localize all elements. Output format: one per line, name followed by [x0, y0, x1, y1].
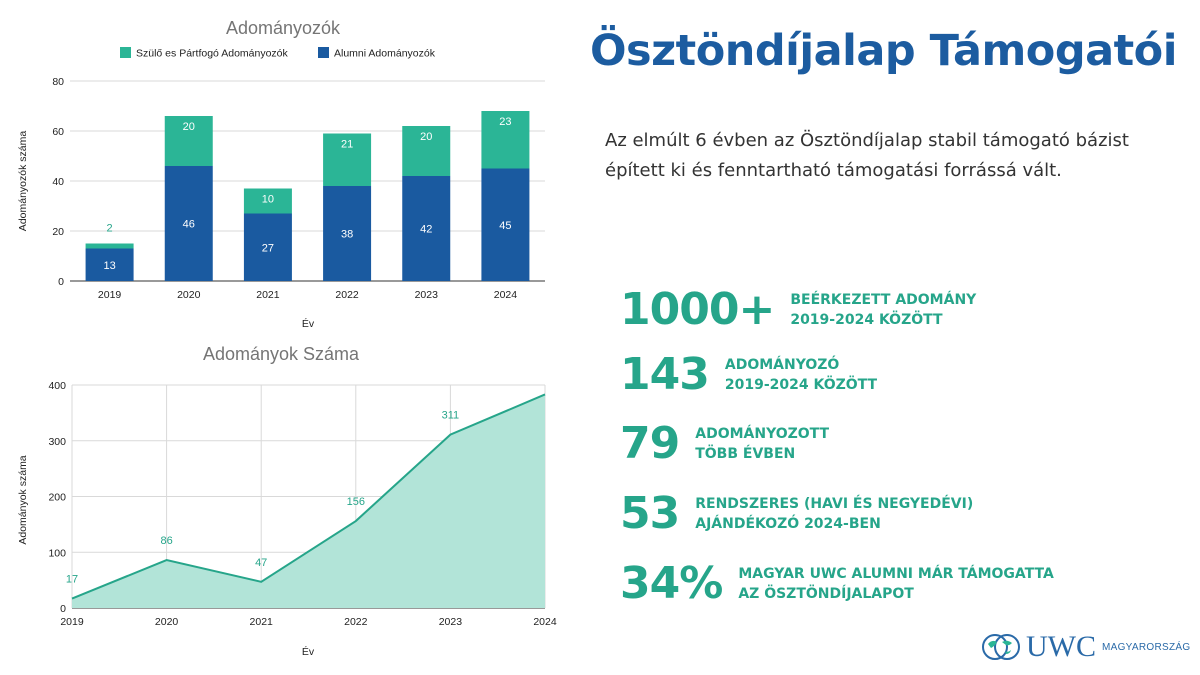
stat-recurring: 53 RENDSZERES (HAVI ÉS NEGYEDÉVI) AJÁNDÉ…: [620, 492, 973, 536]
bar-szulo: [164, 116, 213, 166]
stat-line: ADOMÁNYOZÓ: [724, 357, 840, 373]
stat-value: 53: [620, 488, 680, 539]
bar-value-label: 45: [499, 220, 511, 232]
area-fill: [72, 394, 545, 608]
y-tick-label: 20: [52, 226, 64, 238]
bar-value-label: 23: [499, 116, 511, 128]
x-tick-label: 2021: [250, 616, 274, 628]
stat-description: RENDSZERES (HAVI ÉS NEGYEDÉVI) AJÁNDÉKOZ…: [695, 494, 973, 534]
bar-alumni: [402, 176, 451, 281]
globe-icon: [982, 634, 1020, 660]
x-tick-label: 2024: [494, 289, 518, 301]
x-tick-label: 2021: [256, 289, 280, 301]
stat-line: 2019-2024 KÖZÖTT: [790, 312, 943, 328]
point-value-label: 156: [347, 496, 365, 508]
x-tick-label: 2022: [344, 616, 368, 628]
area-y-axis-label: Adományok száma: [17, 455, 29, 544]
stat-line: TÖBB ÉVBEN: [695, 446, 796, 462]
bar-value-label: 46: [183, 219, 195, 231]
bar-value-label: 21: [341, 139, 353, 151]
bar-alumni: [481, 168, 530, 281]
bar-alumni: [85, 248, 134, 281]
stat-line: MAGYAR UWC ALUMNI MÁR TÁMOGATTA: [738, 566, 1054, 582]
stat-line: BEÉRKEZETT ADOMÁNY: [790, 292, 977, 308]
y-tick-label: 40: [52, 176, 64, 188]
stat-line: ADOMÁNYOZOTT: [695, 426, 830, 442]
stat-line: 2019-2024 KÖZÖTT: [724, 377, 878, 393]
stat-donors: 143 ADOMÁNYOZÓ 2019-2024 KÖZÖTT: [620, 353, 877, 397]
bar-szulo: [243, 188, 292, 214]
bar-chart-title: Adományozók: [226, 18, 341, 38]
y-tick-label: 80: [52, 76, 64, 88]
bar-szulo: [85, 243, 134, 249]
x-tick-label: 2022: [335, 289, 359, 301]
logo-wordmark: UWC: [1026, 630, 1096, 663]
y-tick-label: 0: [60, 603, 66, 615]
area-chart-title: Adományok Száma: [203, 344, 360, 364]
x-tick-label: 2023: [439, 616, 463, 628]
stat-donations: 1000+ BEÉRKEZETT ADOMÁNY 2019-2024 KÖZÖT…: [620, 288, 976, 332]
logo-subtitle: MAGYARORSZÁG: [1102, 641, 1191, 653]
uwc-logo: UWC MAGYARORSZÁG: [980, 632, 1190, 662]
legend-swatch-alumni: [318, 47, 329, 58]
bar-x-axis-label: Év: [302, 317, 315, 330]
area-line: [71, 393, 546, 600]
x-tick-label: 2020: [177, 289, 201, 301]
stat-line: AJÁNDÉKOZÓ 2024-BEN: [695, 516, 881, 532]
bar-szulo: [323, 133, 372, 186]
bar-value-label: 42: [420, 224, 432, 236]
page-title: Ösztöndíjalap Támogatói: [590, 26, 1177, 76]
stat-alumni-share: 34% MAGYAR UWC ALUMNI MÁR TÁMOGATTA AZ Ö…: [620, 562, 1054, 606]
bar-value-label: 13: [103, 260, 115, 272]
stat-line: AZ ÖSZTÖNDÍJALAPOT: [738, 586, 914, 602]
bar-value-label: 2: [107, 223, 113, 235]
y-tick-label: 300: [48, 436, 66, 448]
legend-swatch-szulo: [120, 47, 131, 58]
y-tick-label: 60: [52, 126, 64, 138]
bar-value-label: 10: [262, 194, 274, 206]
intro-text: Az elmúlt 6 évben az Ösztöndíjalap stabi…: [605, 130, 1129, 181]
stat-description: MAGYAR UWC ALUMNI MÁR TÁMOGATTA AZ ÖSZTÖ…: [738, 564, 1054, 604]
charts-canvas: Adományozók Szülő es Pártfogó Adományozók…: [17, 18, 557, 658]
bar-value-label: 27: [262, 242, 274, 254]
stat-description: ADOMÁNYOZÓ 2019-2024 KÖZÖTT: [725, 355, 877, 395]
stat-line: RENDSZERES (HAVI ÉS NEGYEDÉVI): [695, 496, 974, 512]
y-tick-label: 400: [48, 380, 66, 392]
stat-description: BEÉRKEZETT ADOMÁNY 2019-2024 KÖZÖTT: [790, 290, 976, 330]
legend-label-szulo: Szülő es Pártfogó Adományozók: [136, 48, 289, 60]
bar-value-label: 20: [420, 131, 432, 143]
y-tick-label: 200: [48, 492, 66, 504]
stat-value: 34%: [620, 558, 723, 609]
y-tick-label: 0: [58, 276, 64, 288]
y-tick-label: 100: [48, 547, 66, 559]
bar-szulo: [481, 111, 530, 169]
stat-description: ADOMÁNYOZOTT TÖBB ÉVBEN: [695, 424, 829, 464]
x-tick-label: 2019: [98, 289, 122, 301]
x-tick-label: 2024: [533, 616, 557, 628]
point-value-label: 86: [160, 535, 172, 547]
legend-label-alumni: Alumni Adományozók: [334, 48, 436, 60]
bar-szulo: [402, 126, 451, 176]
point-value-label: 47: [255, 557, 267, 569]
bar-y-axis-label: Adományozók száma: [17, 131, 29, 232]
point-value-label: 17: [66, 574, 78, 586]
point-value-label: 311: [442, 410, 460, 422]
bar-alumni: [164, 166, 213, 281]
bar-value-label: 20: [183, 121, 195, 133]
x-tick-label: 2023: [415, 289, 439, 301]
stat-value: 1000+: [620, 284, 775, 335]
stat-value: 143: [620, 349, 710, 400]
x-tick-label: 2019: [60, 616, 84, 628]
stat-multi-year: 79 ADOMÁNYOZOTT TÖBB ÉVBEN: [620, 422, 829, 466]
x-tick-label: 2020: [155, 616, 179, 628]
area-x-axis-label: Év: [302, 645, 315, 658]
bar-alumni: [323, 186, 372, 281]
bar-alumni: [243, 213, 292, 281]
bar-value-label: 38: [341, 229, 353, 241]
stat-value: 79: [620, 418, 680, 469]
